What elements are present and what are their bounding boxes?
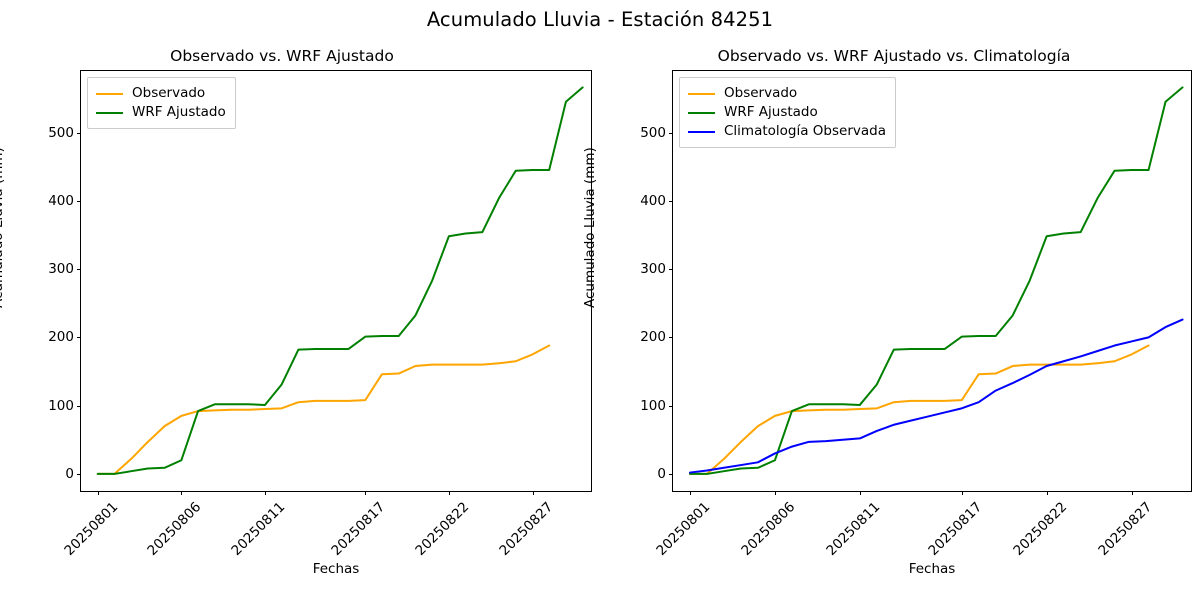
legend-item[interactable]: Observado (688, 84, 886, 103)
x-tick-mark (448, 491, 450, 495)
y-tick-label: 200 (640, 329, 666, 346)
y-tick-label: 100 (640, 397, 666, 414)
y-tick-label: 0 (65, 465, 74, 482)
y-tick-label: 300 (640, 261, 666, 277)
x-tick-label: 20250822 (1010, 499, 1070, 559)
series-line-observado (98, 346, 549, 474)
panel-left-title: Observado vs. WRF Ajustado (170, 47, 394, 65)
y-tick-mark (77, 473, 81, 475)
y-tick-mark (77, 200, 81, 202)
panel-observado-vs-wrf: Observado vs. WRF Ajustado Acumulado Llu… (0, 47, 592, 577)
panel-right-title: Observado vs. WRF Ajustado vs. Climatolo… (717, 47, 1071, 65)
x-tick-mark (690, 491, 692, 495)
y-tick-mark (669, 200, 673, 202)
legend-item[interactable]: WRF Ajustado (688, 103, 886, 122)
legend-item[interactable]: WRF Ajustado (96, 103, 226, 122)
y-tick-mark (77, 405, 81, 407)
y-tick-label: 100 (48, 397, 74, 414)
legend-item[interactable]: Observado (96, 84, 226, 103)
y-tick-label: 400 (640, 192, 666, 209)
x-tick-mark (532, 491, 534, 495)
legend-item-label: Climatología Observada (724, 122, 886, 139)
legend-color-swatch (688, 130, 715, 133)
legend-item-label: WRF Ajustado (724, 103, 818, 120)
x-tick-label: 20250806 (738, 499, 799, 559)
panel-right-xlabel: Fechas (908, 561, 956, 577)
x-tick-label: 20250806 (144, 499, 205, 559)
series-line-observado (690, 346, 1149, 474)
y-tick-mark (669, 269, 673, 271)
y-tick-label: 500 (48, 124, 74, 141)
y-tick-mark (77, 337, 81, 339)
x-tick-mark (264, 491, 266, 495)
x-tick-mark (1131, 491, 1133, 495)
legend-color-swatch (96, 92, 123, 95)
panel-left-axes: Fechas Observado WRF Ajustado 0 100 200 300 4… (48, 70, 592, 577)
x-tick-mark (181, 491, 183, 495)
y-tick-mark (669, 132, 673, 134)
y-tick-label: 500 (640, 124, 666, 141)
figure-suptitle: Acumulado Lluvia - Estación 84251 (426, 8, 774, 31)
y-tick-mark (669, 473, 673, 475)
x-tick-label: 20250827 (495, 499, 556, 559)
x-tick-label: 20250827 (1095, 499, 1155, 559)
x-tick-mark (1046, 491, 1048, 495)
series-line-climatolog-a-observada (690, 320, 1183, 473)
y-tick-label: 200 (48, 329, 74, 346)
legend-item-label: WRF Ajustado (132, 103, 226, 120)
x-tick-label: 20250801 (61, 499, 122, 559)
x-tick-mark (365, 491, 367, 495)
legend-color-swatch (96, 111, 123, 114)
x-tick-mark (97, 491, 99, 495)
panel-observado-vs-wrf-vs-climatologia: Observado vs. WRF Ajustado vs. Climatolo… (582, 0, 1200, 600)
panel-right-ylabel: Acumulado Lluvia (mm) (582, 147, 598, 308)
legend-item-label: Observado (724, 84, 798, 101)
x-tick-mark (859, 491, 861, 495)
y-tick-mark (77, 132, 81, 134)
legend-item-label: Observado (132, 84, 206, 101)
x-tick-label: 20250801 (653, 499, 714, 559)
x-tick-label: 20250811 (823, 499, 884, 559)
x-tick-mark (961, 491, 963, 495)
x-tick-label: 20250817 (328, 499, 389, 559)
legend-item[interactable]: Climatología Observada (688, 122, 886, 141)
y-tick-mark (77, 269, 81, 271)
y-tick-mark (669, 405, 673, 407)
y-tick-label: 400 (48, 192, 74, 209)
y-tick-mark (669, 337, 673, 339)
x-tick-mark (774, 491, 776, 495)
series-line-wrf-ajustado (690, 87, 1183, 474)
panel-right-plot-area (673, 71, 1191, 491)
panel-left-plot-area (81, 71, 591, 491)
panel-right-legend: Observado WRF Ajustado Climatología Observ… (679, 77, 896, 148)
x-tick-label: 20250822 (412, 499, 473, 559)
x-tick-label: 20250817 (925, 499, 986, 559)
legend-color-swatch (688, 92, 715, 95)
panel-left-ylabel: Acumulado Lluvia (mm) (0, 147, 6, 308)
panel-right-axes: Fechas Observado WRF Ajustado Climatología… (640, 70, 1192, 577)
x-tick-label: 20250811 (228, 499, 289, 559)
y-tick-label: 0 (657, 465, 666, 482)
panel-left-xlabel: Fechas (312, 561, 360, 577)
y-tick-label: 300 (48, 261, 74, 277)
series-line-wrf-ajustado (98, 87, 583, 474)
panel-left-legend: Observado WRF Ajustado (87, 77, 236, 129)
legend-color-swatch (688, 111, 715, 114)
